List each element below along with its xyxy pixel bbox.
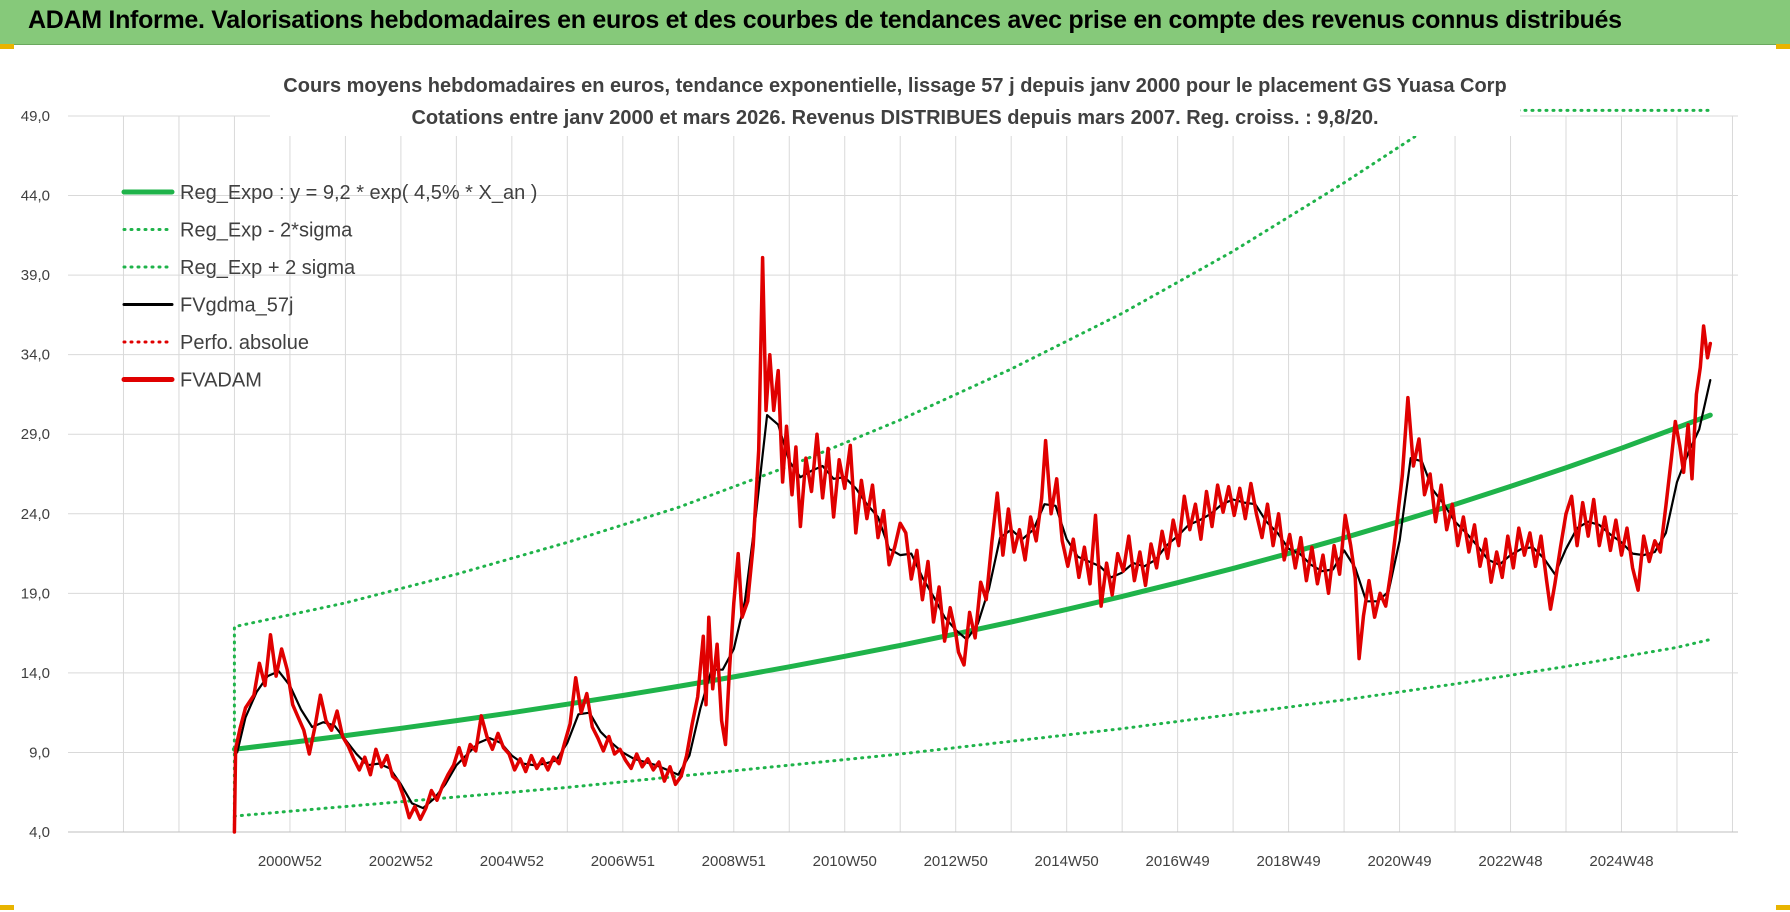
chart-title-background: [270, 70, 1520, 136]
corner-mark-bottom-right: [1776, 905, 1790, 910]
x-axis-tick-labels: 2000W52 2002W52 2004W52 2006W51 2008W51 2010W…: [258, 853, 1654, 870]
report-title: ADAM Informe. Valorisations hebdomadaire…: [28, 6, 1622, 34]
legend: Reg_Expo : y = 9,2 * exp( 4,5% * X_an ) R…: [121, 182, 537, 392]
x-tick-label: 2018W49: [1256, 853, 1320, 870]
x-tick-label: 2004W52: [480, 853, 544, 870]
y-tick-label: 24,0: [21, 506, 50, 523]
legend-label: Reg_Expo : y = 9,2 * exp( 4,5% * X_an ): [180, 182, 537, 204]
x-tick-label: 2020W49: [1367, 853, 1431, 870]
x-tick-label: 2010W50: [813, 853, 877, 870]
y-tick-label: 9,0: [29, 744, 50, 761]
y-tick-label: 34,0: [21, 347, 50, 364]
legend-label: FVgdma_57j: [180, 295, 293, 317]
y-tick-label: 39,0: [21, 267, 50, 284]
header-bar: ADAM Informe. Valorisations hebdomadaire…: [0, 0, 1790, 45]
series-line-reg-expo-y-9-2-exp-4-5-x-an: [231, 412, 1713, 752]
x-tick-label: 2012W50: [924, 853, 988, 870]
y-tick-label: 19,0: [21, 585, 50, 602]
legend-label: Reg_Exp + 2 sigma: [180, 257, 356, 279]
x-tick-label: 2000W52: [258, 853, 322, 870]
x-tick-label: 2014W50: [1035, 853, 1099, 870]
y-tick-label: 44,0: [21, 188, 50, 205]
x-tick-label: 2008W51: [702, 853, 766, 870]
chart-subtitle: Cotations entre janv 2000 et mars 2026. …: [411, 107, 1378, 129]
y-tick-label: 49,0: [21, 108, 50, 125]
y-axis-tick-labels: 4,0 9,0 14,0 19,0 24,0 29,0 34,0 39,0 44,0 49,0: [21, 108, 50, 841]
series-line-reg-exp-2-sigma: [232, 108, 1712, 834]
y-tick-label: 29,0: [21, 426, 50, 443]
x-tick-label: 2022W48: [1478, 853, 1542, 870]
x-tick-label: 2024W48: [1589, 853, 1653, 870]
y-tick-label: 14,0: [21, 665, 50, 682]
corner-mark-bottom-left: [0, 905, 14, 910]
y-tick-label: 4,0: [29, 824, 50, 841]
legend-label: FVADAM: [180, 370, 262, 392]
legend-label: Reg_Exp - 2*sigma: [180, 220, 353, 242]
series-line-reg-exp-2-sigma: [232, 638, 1712, 818]
x-tick-label: 2002W52: [369, 853, 433, 870]
series-lines: [231, 108, 1713, 834]
chart-title: Cours moyens hebdomadaires en euros, ten…: [283, 75, 1506, 97]
x-tick-label: 2006W51: [591, 853, 655, 870]
x-tick-label: 2016W49: [1146, 853, 1210, 870]
series-line-fvadam: [232, 255, 1713, 834]
legend-label: Perfo. absolue: [180, 332, 309, 354]
corner-mark-top-right: [1776, 44, 1790, 49]
corner-mark-top-left: [0, 44, 14, 49]
series-line-fvgdma-57j: [236, 379, 1712, 810]
chart: 4,0 9,0 14,0 19,0 24,0 29,0 34,0 39,0 44,0 49,0 2…: [21, 70, 1738, 870]
